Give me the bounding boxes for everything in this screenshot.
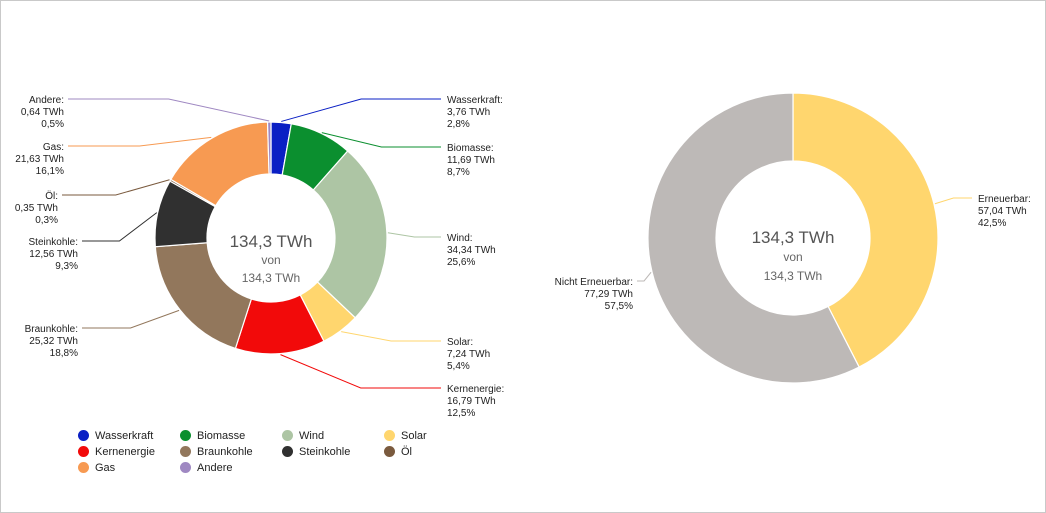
legend-item-wind[interactable]: Wind: [282, 428, 384, 443]
energy-mix-leader-gas: [68, 136, 212, 147]
center-total-1: 134,3 TWh: [230, 232, 313, 251]
renewable-share-label-erneuerbar-percent: 42,5%: [978, 218, 1006, 229]
legend-item-gas[interactable]: Gas: [78, 460, 180, 475]
renewable-share-leader-erneuerbar: [934, 197, 972, 205]
legend-label-kernenergie: Kernenergie: [95, 445, 155, 458]
center-of-total-2: 134,3 TWh: [764, 269, 822, 283]
energy-mix-label-andere-name: Andere:: [29, 95, 64, 106]
energy-mix-slice-braunkohle[interactable]: [154, 242, 253, 350]
legend-label-oel: Öl: [401, 445, 412, 458]
legend-swatch-oel: [384, 446, 395, 457]
legend-item-wasserkraft[interactable]: Wasserkraft: [78, 428, 180, 443]
legend-label-wind: Wind: [299, 429, 325, 442]
energy-mix-label-wind-percent: 25,6%: [447, 257, 475, 268]
legend-label-braunkohle: Braunkohle: [197, 445, 253, 458]
energy-mix-label-solar-name: Solar:: [447, 337, 473, 348]
energy-mix-leader-andere: [68, 98, 270, 122]
energy-mix-donut: [154, 121, 388, 355]
legend-label-solar: Solar: [401, 429, 427, 442]
renewable-share-slice-erneuerbar[interactable]: [792, 92, 939, 368]
energy-mix-leader-steinkohle: [82, 212, 158, 242]
energy-mix-leader-braunkohle: [82, 309, 180, 329]
energy-mix-leader-oel: [62, 179, 170, 196]
energy-mix-label-wasserkraft-name: Wasserkraft:: [447, 95, 503, 106]
energy-mix-label-biomasse-value: 11,69 TWh: [447, 155, 495, 166]
energy-mix-label-oel-value: 0,35 TWh: [15, 203, 58, 214]
legend-label-biomasse: Biomasse: [197, 429, 246, 442]
energy-mix-label-steinkohle-percent: 9,3%: [55, 261, 78, 272]
legend-label-gas: Gas: [95, 461, 116, 474]
legend-item-solar[interactable]: Solar: [384, 428, 486, 443]
legend-item-kernenergie[interactable]: Kernenergie: [78, 444, 180, 459]
renewable-share-donut: [647, 92, 939, 384]
renewable-share-label-nicht-erneuerbar-value: 77,29 TWh: [584, 289, 633, 300]
energy-mix-label-biomasse-percent: 8,7%: [447, 167, 470, 178]
energy-mix-label-braunkohle-percent: 18,8%: [50, 348, 78, 359]
legend-swatch-kernenergie: [78, 446, 89, 457]
energy-mix-label-steinkohle-name: Steinkohle:: [29, 237, 78, 248]
legend-item-oel[interactable]: Öl: [384, 444, 486, 459]
legend-swatch-biomasse: [180, 430, 191, 441]
legend-swatch-wind: [282, 430, 293, 441]
renewable-share-label-nicht-erneuerbar-percent: 57,5%: [605, 301, 633, 312]
legend-swatch-wasserkraft: [78, 430, 89, 441]
energy-mix-label-kernenergie-value: 16,79 TWh: [447, 396, 496, 407]
energy-mix-label-wasserkraft-percent: 2,8%: [447, 119, 470, 130]
legend-swatch-gas: [78, 462, 89, 473]
energy-mix-leader-wasserkraft: [281, 98, 441, 122]
energy-mix-label-oel-name: Öl:: [45, 190, 58, 202]
center-of-total-1: 134,3 TWh: [242, 271, 300, 285]
legend-item-biomasse[interactable]: Biomasse: [180, 428, 282, 443]
energy-mix-label-gas-percent: 16,1%: [36, 166, 64, 177]
energy-mix-label-oel-percent: 0,3%: [35, 215, 58, 226]
legend-item-braunkohle[interactable]: Braunkohle: [180, 444, 282, 459]
legend-swatch-andere: [180, 462, 191, 473]
renewable-share-label-nicht-erneuerbar-name: Nicht Erneuerbar:: [555, 277, 633, 288]
legend-label-andere: Andere: [197, 461, 233, 474]
energy-mix-label-gas-name: Gas:: [43, 142, 64, 153]
energy-mix-leader-biomasse: [321, 132, 441, 148]
energy-mix-label-andere-percent: 0,5%: [41, 119, 64, 130]
legend-item-steinkohle[interactable]: Steinkohle: [282, 444, 384, 459]
energy-mix-label-gas-value: 21,63 TWh: [15, 154, 64, 165]
legend-label-steinkohle: Steinkohle: [299, 445, 351, 458]
energy-mix-label-kernenergie-name: Kernenergie:: [447, 384, 504, 395]
energy-mix-leader-kernenergie: [280, 354, 441, 389]
legend-item-andere[interactable]: Andere: [180, 460, 282, 475]
energy-mix-label-wind-name: Wind:: [447, 233, 473, 244]
legend-label-wasserkraft: Wasserkraft: [95, 429, 154, 442]
energy-mix-label-wasserkraft-value: 3,76 TWh: [447, 107, 490, 118]
energy-mix-leader-solar: [341, 331, 441, 342]
center-of-1: von: [261, 253, 280, 267]
energy-mix-label-braunkohle-name: Braunkohle:: [25, 324, 78, 335]
energy-mix-label-solar-percent: 5,4%: [447, 361, 470, 372]
energy-mix-label-biomasse-name: Biomasse:: [447, 143, 494, 154]
center-of-2: von: [783, 250, 802, 264]
energy-mix-label-braunkohle-value: 25,32 TWh: [29, 336, 78, 347]
renewable-share-label-erneuerbar-value: 57,04 TWh: [978, 206, 1027, 217]
legend-swatch-steinkohle: [282, 446, 293, 457]
renewable-share-leader-nicht-erneuerbar: [637, 271, 652, 282]
renewable-share-label-erneuerbar-name: Erneuerbar:: [978, 194, 1031, 205]
energy-mix-leader-wind: [387, 232, 441, 238]
center-total-2: 134,3 TWh: [752, 228, 835, 247]
energy-mix-label-wind-value: 34,34 TWh: [447, 245, 496, 256]
energy-mix-label-solar-value: 7,24 TWh: [447, 349, 490, 360]
energy-mix-slice-andere[interactable]: [266, 121, 272, 175]
energy-mix-label-steinkohle-value: 12,56 TWh: [29, 249, 78, 260]
legend-swatch-braunkohle: [180, 446, 191, 457]
energy-mix-label-andere-value: 0,64 TWh: [21, 107, 64, 118]
energy-mix-label-kernenergie-percent: 12,5%: [447, 408, 475, 419]
legend-swatch-solar: [384, 430, 395, 441]
energy-mix-slice-wind[interactable]: [312, 150, 388, 319]
renewable-share-slice-nicht-erneuerbar[interactable]: [647, 92, 860, 384]
energy-mix-legend: Wasserkraft Biomasse Wind Solar Kernenergie B…: [78, 428, 486, 475]
